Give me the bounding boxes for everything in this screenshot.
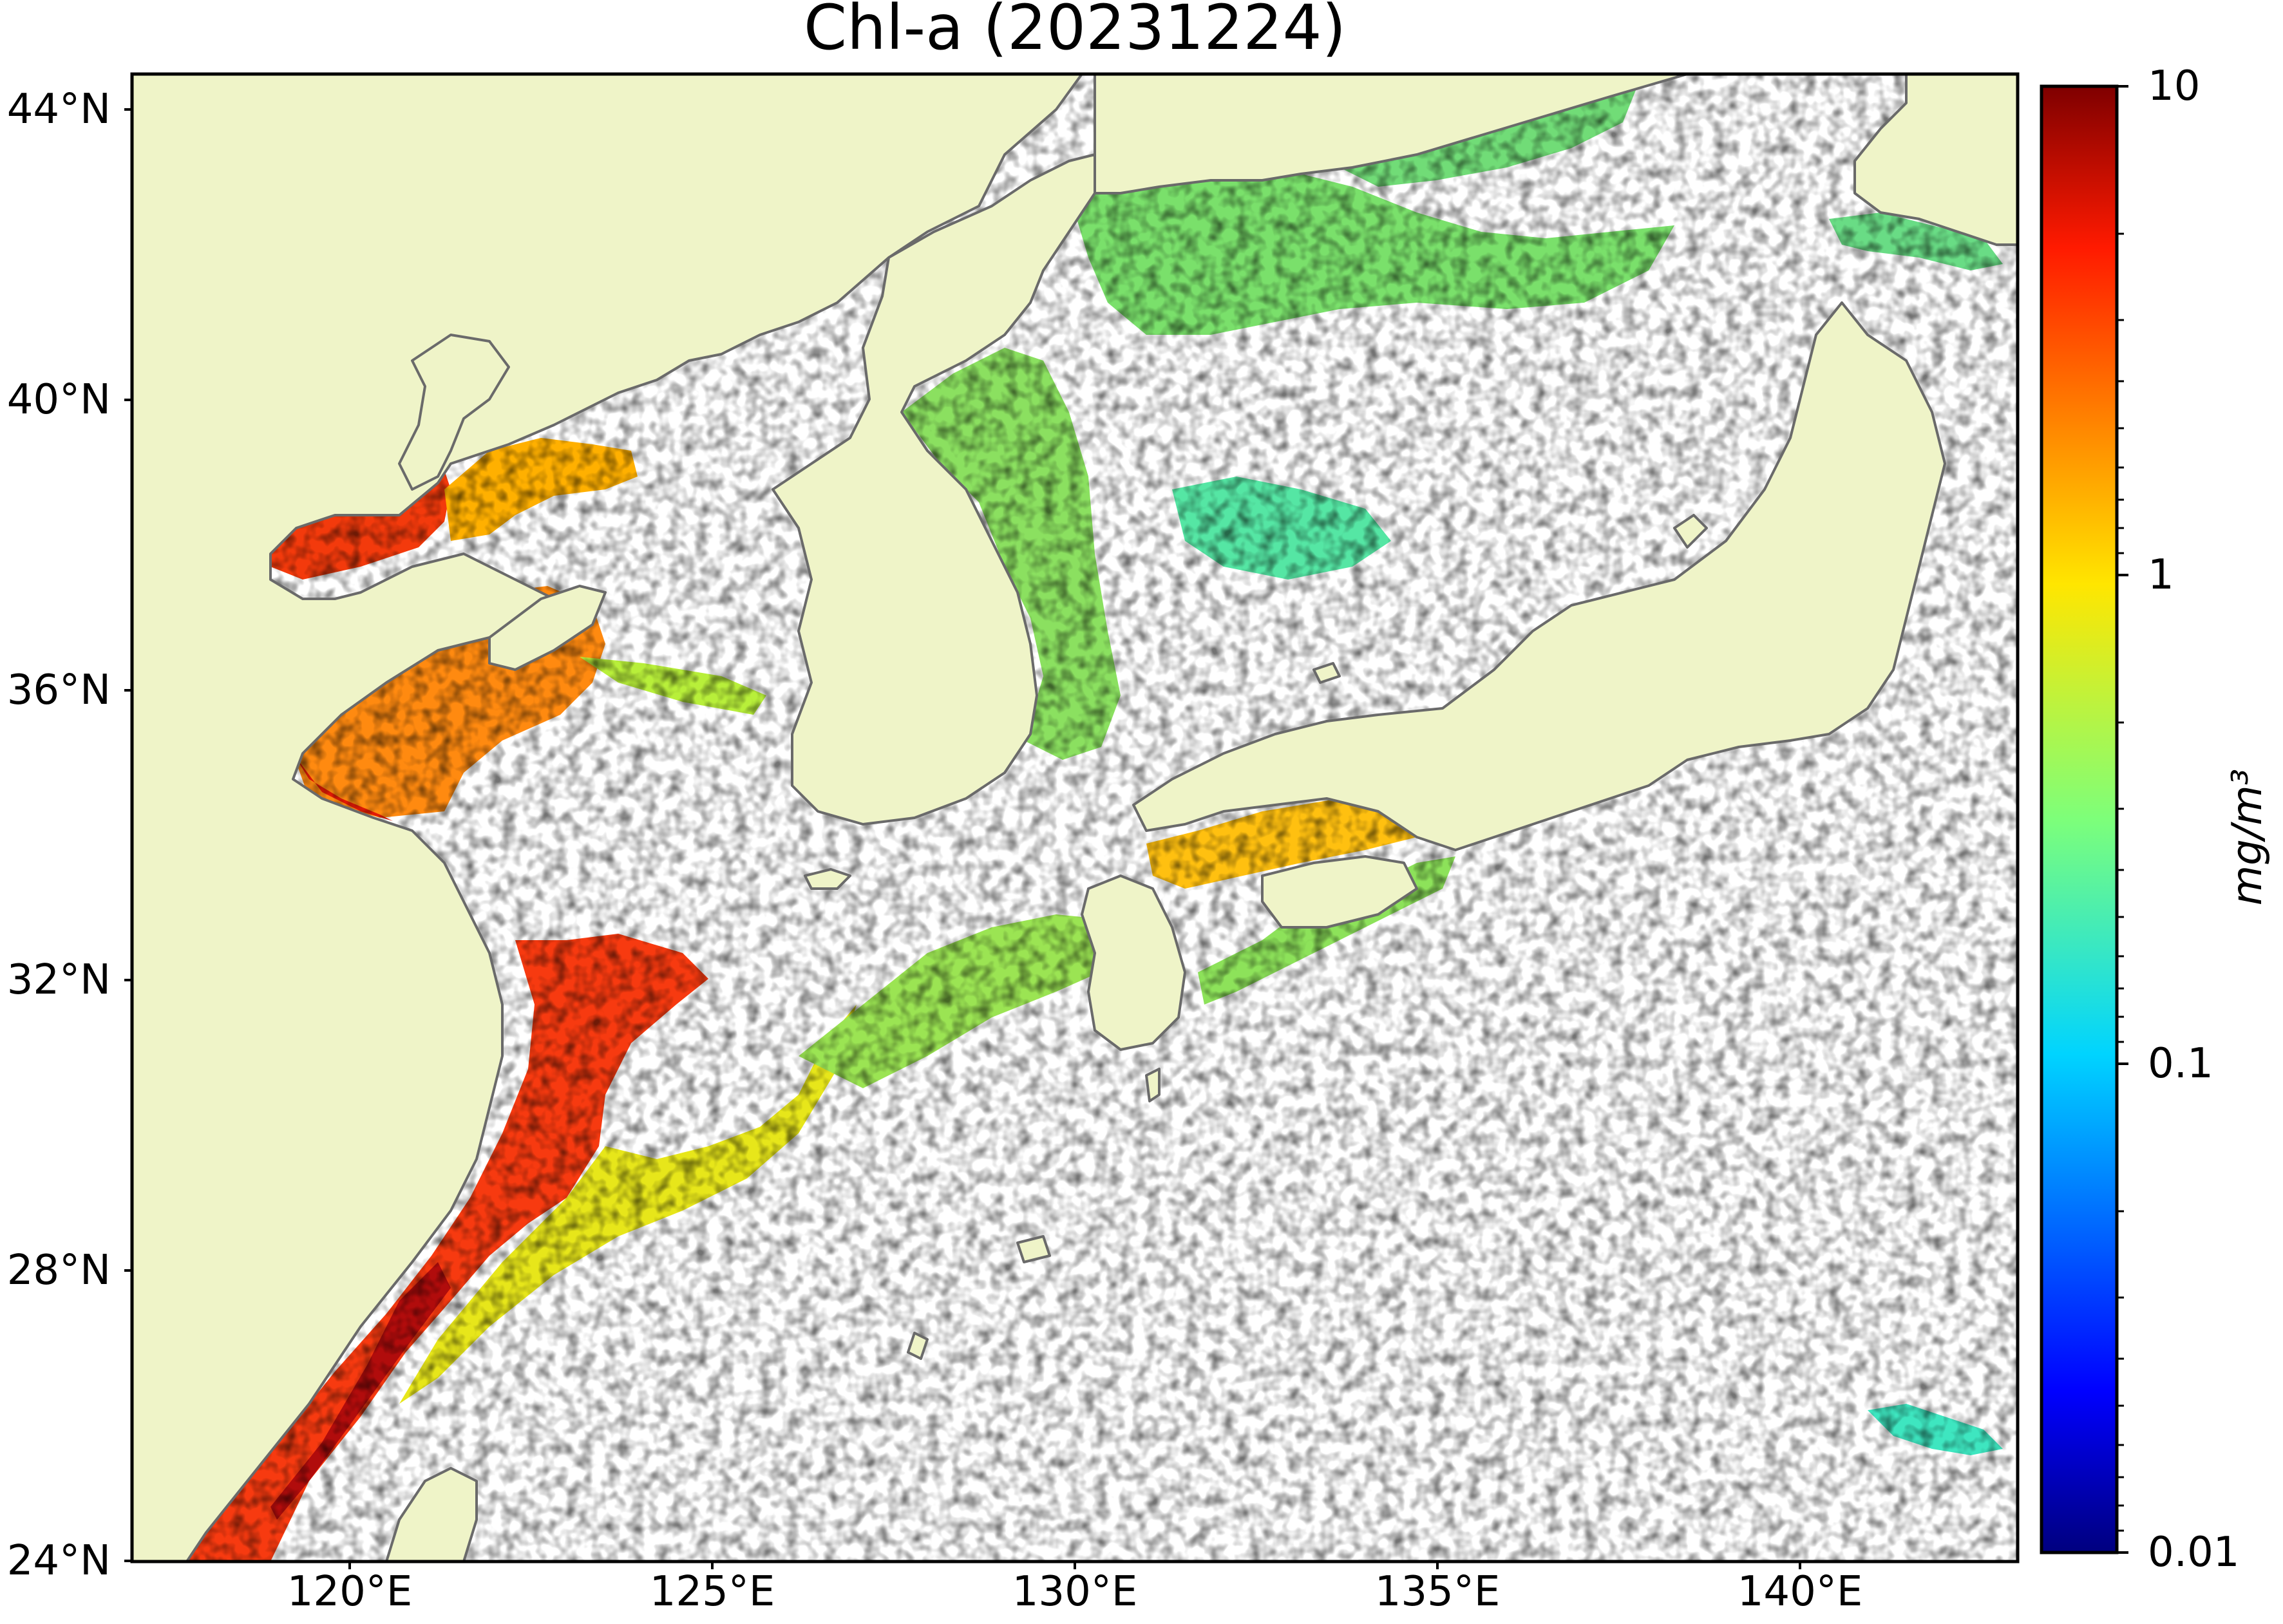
- land-sado-island: [1673, 514, 1708, 549]
- colorbar-label-10: 10: [2148, 62, 2201, 110]
- colorbar-label-0-1: 0.1: [2148, 1040, 2213, 1088]
- land-oki-islands: [1312, 662, 1341, 684]
- lon-label-135e: 135°E: [1374, 1568, 1501, 1616]
- land-tanegashima: [1145, 1068, 1160, 1102]
- latitude-ticks: [124, 108, 132, 1562]
- land-shikoku: [1261, 855, 1418, 929]
- land-layer: [132, 74, 2018, 1562]
- land-korea: [772, 153, 1096, 826]
- lat-label-24n: 24°N: [6, 1537, 111, 1585]
- longitude-ticks: [348, 1562, 1801, 1569]
- land-ryukyu-amami: [1016, 1235, 1051, 1263]
- land-taiwan: [385, 1467, 478, 1562]
- colorbar-minor-ticks: [2117, 232, 2124, 1532]
- land-russia-primorye: [1094, 74, 1689, 194]
- colorbar: [2040, 84, 2119, 1554]
- colorbar-label-1: 1: [2148, 551, 2174, 599]
- land-china-mainland: [132, 74, 1083, 1562]
- land-okinawa-island: [907, 1332, 929, 1360]
- land-shandong-peninsula: [488, 585, 607, 671]
- lon-label-130e: 130°E: [1012, 1568, 1138, 1616]
- lon-label-140e: 140°E: [1737, 1568, 1863, 1616]
- colorbar-unit-label: mg/m³: [2224, 768, 2271, 906]
- land-sakhalin-hokkaido: [1853, 74, 2018, 246]
- lat-label-44n: 44°N: [6, 86, 111, 133]
- lat-label-36n: 36°N: [6, 666, 111, 714]
- colorbar-major-ticks: [2117, 85, 2128, 1554]
- colorbar-label-0-01: 0.01: [2148, 1529, 2240, 1576]
- lat-label-28n: 28°N: [6, 1247, 111, 1294]
- lat-label-32n: 32°N: [6, 956, 111, 1004]
- land-liaodong-peninsula: [398, 334, 510, 491]
- land-jeju-island: [804, 868, 851, 890]
- land-kyushu: [1081, 874, 1186, 1051]
- lat-label-40n: 40°N: [6, 376, 111, 424]
- lon-label-120e: 120°E: [287, 1568, 413, 1616]
- lon-label-125e: 125°E: [649, 1568, 775, 1616]
- land-honshu: [1132, 301, 1946, 851]
- figure-title: Chl-a (20231224): [803, 0, 1347, 64]
